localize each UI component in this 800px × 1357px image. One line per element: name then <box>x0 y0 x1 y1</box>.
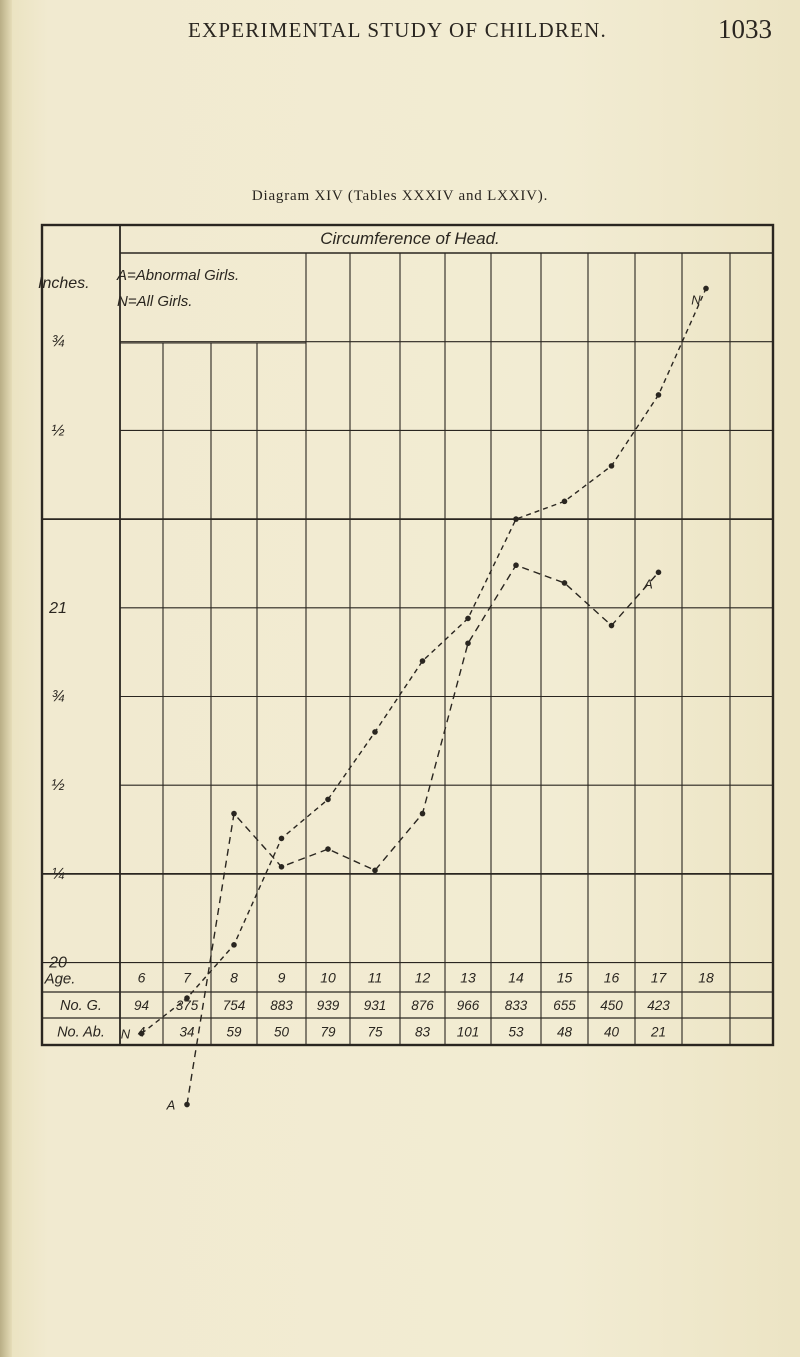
data-point-N <box>138 1030 145 1037</box>
table-cell: 423 <box>647 998 670 1013</box>
chart-title-group: Circumference of Head. <box>320 229 500 248</box>
table-cell: 883 <box>270 998 293 1013</box>
table-cell: 48 <box>557 1025 573 1040</box>
table-cell: 101 <box>457 1025 480 1040</box>
table-row-label: No. G. <box>60 998 102 1014</box>
table-cell: 833 <box>505 998 528 1013</box>
y-tick-label: ½ <box>51 777 64 794</box>
chart-frame <box>40 223 775 1047</box>
data-point-A <box>184 1101 190 1108</box>
page-number: 1033 <box>718 14 772 44</box>
series-label-A: A <box>166 1098 176 1113</box>
data-point-N <box>513 516 519 522</box>
data-point-A <box>655 569 662 576</box>
data-point-A <box>513 562 519 569</box>
y-tick-label: ¾ <box>51 689 64 706</box>
data-point-A <box>278 864 285 870</box>
table-cell: 79 <box>320 1025 336 1040</box>
table-cell: 876 <box>411 998 434 1013</box>
x-tick-label: 13 <box>460 969 476 985</box>
y-axis-ticks: ¾ ½ 21 ¾ ½ ¼ 20 <box>48 334 67 972</box>
data-point-N <box>184 995 190 1001</box>
table-cell: 375 <box>176 998 199 1013</box>
data-point-N <box>655 392 662 398</box>
data-point-N <box>465 615 471 622</box>
table-cell: 966 <box>457 998 480 1013</box>
table-cell: 94 <box>134 998 149 1013</box>
page-header: EXPERIMENTAL STUDY OF CHILDREN. 1033 <box>0 14 800 44</box>
x-tick-label: 6 <box>138 969 146 985</box>
y-tick-label: ½ <box>51 422 64 439</box>
data-point-A <box>325 846 331 852</box>
x-tick-label: 16 <box>604 969 620 985</box>
legend-line-all: N=All Girls. <box>117 293 192 310</box>
series-label-N: N <box>691 292 701 307</box>
y-tick-label: 20 <box>48 955 67 972</box>
table-cell: 83 <box>415 1025 431 1040</box>
series-label-N: N <box>121 1027 131 1042</box>
x-tick-label: 14 <box>508 969 524 985</box>
data-point-N <box>231 942 237 948</box>
table-cell: 655 <box>553 998 576 1013</box>
x-tick-label: 17 <box>651 969 668 985</box>
table-cell: 450 <box>600 998 623 1013</box>
table-cell: 53 <box>508 1025 524 1040</box>
data-point-N <box>372 729 378 735</box>
data-point-A <box>419 810 426 817</box>
x-tick-label: 8 <box>230 969 238 985</box>
data-point-N <box>608 463 615 469</box>
data-point-N <box>703 285 709 292</box>
table-cell: 939 <box>317 998 340 1013</box>
y-tick-label: ¾ <box>51 334 64 351</box>
diagram-caption: Diagram XIV (Tables XXXIV and LXXIV). <box>251 188 549 204</box>
data-point-N <box>325 796 331 803</box>
data-point-N <box>561 498 568 505</box>
table-cell: 34 <box>179 1025 194 1040</box>
table-cell: 21 <box>650 1025 666 1040</box>
table-cell: 931 <box>364 998 387 1013</box>
table-row-label: No. Ab. <box>57 1025 105 1041</box>
data-point-N <box>419 658 426 664</box>
table-cell: 40 <box>604 1025 620 1040</box>
data-point-A <box>465 640 471 647</box>
x-tick-label: 12 <box>415 969 431 985</box>
x-tick-label: 9 <box>278 969 286 985</box>
book-spine-shadow <box>0 0 12 1357</box>
x-axis-label: Age. <box>44 970 76 987</box>
legend: A=Abnormal Girls. N=All Girls. <box>116 267 239 310</box>
chart-title: Circumference of Head. <box>320 229 500 248</box>
table-cell: 754 <box>223 998 246 1013</box>
y-tick-label: 21 <box>48 600 67 617</box>
x-tick-label: 11 <box>368 969 383 985</box>
data-point-A <box>608 622 615 629</box>
series-label-A: A <box>643 576 653 591</box>
x-tick-label: 7 <box>183 969 192 985</box>
data-point-A <box>372 867 378 874</box>
chart-series: N N A A <box>121 285 709 1113</box>
data-point-N <box>278 835 285 842</box>
y-tick-label: ¼ <box>51 866 64 883</box>
running-title: EXPERIMENTAL STUDY OF CHILDREN. <box>188 18 607 42</box>
data-point-A <box>561 580 568 586</box>
chart-grid <box>40 223 775 1047</box>
x-tick-label: 15 <box>557 969 573 985</box>
legend-line-abnormal: A=Abnormal Girls. <box>116 267 239 284</box>
table-cell: 75 <box>367 1025 383 1040</box>
x-tick-label: 10 <box>320 969 336 985</box>
table-cell: 50 <box>274 1025 290 1040</box>
x-tick-label: 18 <box>698 969 714 985</box>
y-axis-label: Inches. <box>38 275 90 292</box>
table-cell: 59 <box>226 1025 242 1040</box>
data-point-A <box>231 810 237 817</box>
